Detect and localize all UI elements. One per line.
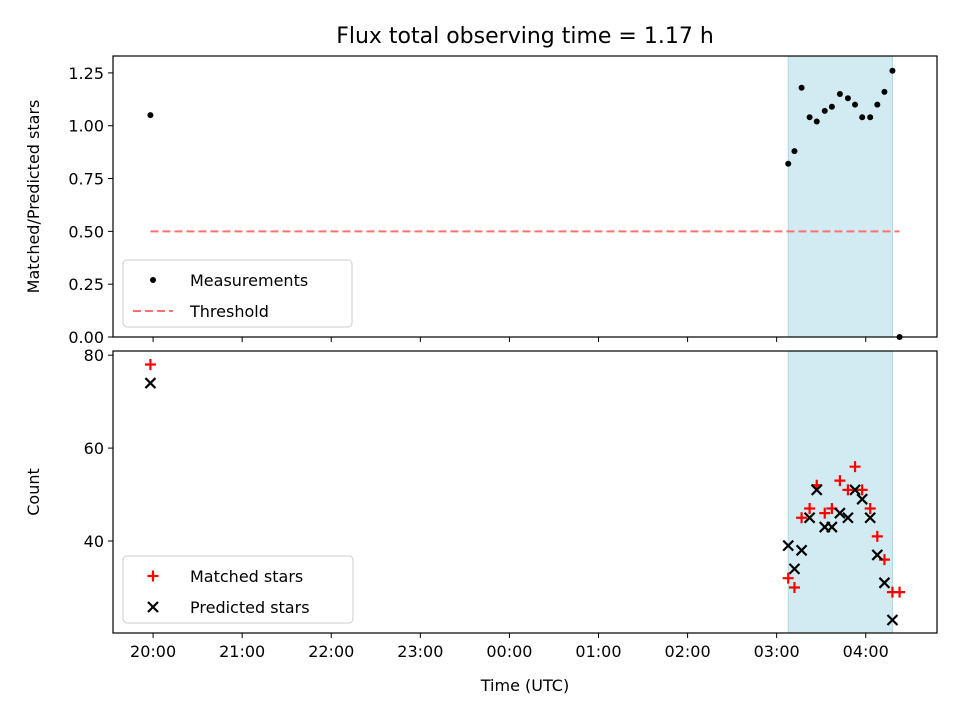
measurement-point: [813, 118, 820, 125]
measurement-point: [889, 67, 896, 74]
y-axis-label: Matched/Predicted stars: [24, 100, 43, 294]
matched-star-point: [144, 358, 156, 370]
x-tick-label: 22:00: [308, 642, 354, 661]
legend-label: Predicted stars: [190, 598, 310, 617]
matched-star-point: [856, 484, 868, 496]
measurement-point: [147, 112, 154, 119]
matched-star-point: [864, 502, 876, 514]
measurement-point: [798, 84, 805, 91]
x-tick-label: 23:00: [397, 642, 443, 661]
matched-star-point: [834, 475, 846, 487]
matched-star-point: [782, 572, 794, 584]
measurement-point: [836, 91, 843, 98]
measurement-point: [785, 160, 792, 167]
predicted-star-point: [842, 512, 854, 524]
y-tick-label: 1.25: [68, 64, 104, 83]
legend-box: [122, 555, 354, 624]
shaded-interval: [787, 350, 893, 634]
x-axis-label: Time (UTC): [480, 676, 569, 695]
x-tick-label: 01:00: [575, 642, 621, 661]
predicted-star-point: [834, 507, 846, 519]
matched-star-point: [788, 581, 800, 593]
measurement-point: [791, 148, 798, 155]
matched-star-point: [842, 484, 854, 496]
predicted-star-point: [144, 377, 157, 389]
legend-box: [122, 259, 353, 328]
matched-star-point: [796, 512, 808, 524]
predicted-star-point: [871, 549, 884, 561]
measurement-point: [828, 103, 835, 110]
y-tick-label: 1.00: [68, 117, 104, 136]
y-tick-label: 0.00: [68, 328, 104, 347]
x-tick-label: 00:00: [486, 642, 532, 661]
y-tick-label: 80: [84, 346, 104, 365]
matched-star-point: [804, 502, 816, 514]
legend-label: Threshold: [189, 302, 269, 321]
measurement-point: [844, 95, 851, 102]
top-panel: 0.00 0.25 0.50 0.75 1.00 1.25 Matched/Predicte…: [24, 55, 938, 347]
x-tick-label: 21:00: [219, 642, 265, 661]
y-tick-label: 0.75: [68, 170, 104, 189]
measurement-point: [874, 101, 881, 108]
measurement-point: [821, 107, 828, 114]
shaded-interval: [787, 55, 893, 338]
x-tick-label: 20:00: [130, 642, 176, 661]
predicted-star-point: [795, 544, 808, 557]
predicted-star-point: [782, 539, 795, 552]
predicted-star-point: [864, 512, 876, 524]
x-tick-label: 02:00: [665, 642, 711, 661]
measurement-point: [881, 88, 888, 95]
matched-star-point: [819, 507, 831, 519]
predicted-star-point: [803, 512, 816, 524]
x-tick-label: 03:00: [754, 642, 800, 661]
axes-frame: [112, 55, 938, 338]
matched-star-point: [849, 461, 861, 473]
y-tick-label: 40: [84, 532, 104, 551]
measurement-point: [852, 101, 859, 108]
y-tick-label: 0.50: [68, 222, 104, 241]
predicted-star-point: [826, 521, 838, 533]
measurement-point: [859, 114, 866, 121]
legend-predicted-swatch: [147, 601, 159, 613]
y-axis-label: Count: [24, 468, 43, 516]
axes-frame: [112, 350, 938, 634]
predicted-star-point: [886, 614, 899, 626]
legend-matched-swatch: [147, 570, 159, 582]
matched-star-point: [871, 530, 883, 542]
predicted-star-point: [878, 577, 891, 589]
predicted-star-point: [856, 493, 868, 505]
measurement-point: [867, 114, 874, 121]
predicted-star-point: [810, 484, 823, 496]
y-tick-label: 0.25: [68, 275, 104, 294]
bottom-panel: 20:00 21:00 22:00 23:00 00:00 01:00 02:00 03:00…: [24, 346, 938, 695]
x-tick-label: 04:00: [843, 642, 889, 661]
y-tick-label: 60: [84, 439, 104, 458]
predicted-star-point: [849, 484, 861, 496]
chart-title: Flux total observing time = 1.17 h: [336, 24, 714, 49]
legend-measurement-swatch: [150, 277, 156, 283]
predicted-star-point: [788, 563, 801, 575]
legend-label: Matched stars: [190, 567, 303, 586]
matched-star-point: [894, 586, 906, 598]
measurement-point: [806, 114, 813, 121]
legend-label: Measurements: [190, 271, 308, 290]
